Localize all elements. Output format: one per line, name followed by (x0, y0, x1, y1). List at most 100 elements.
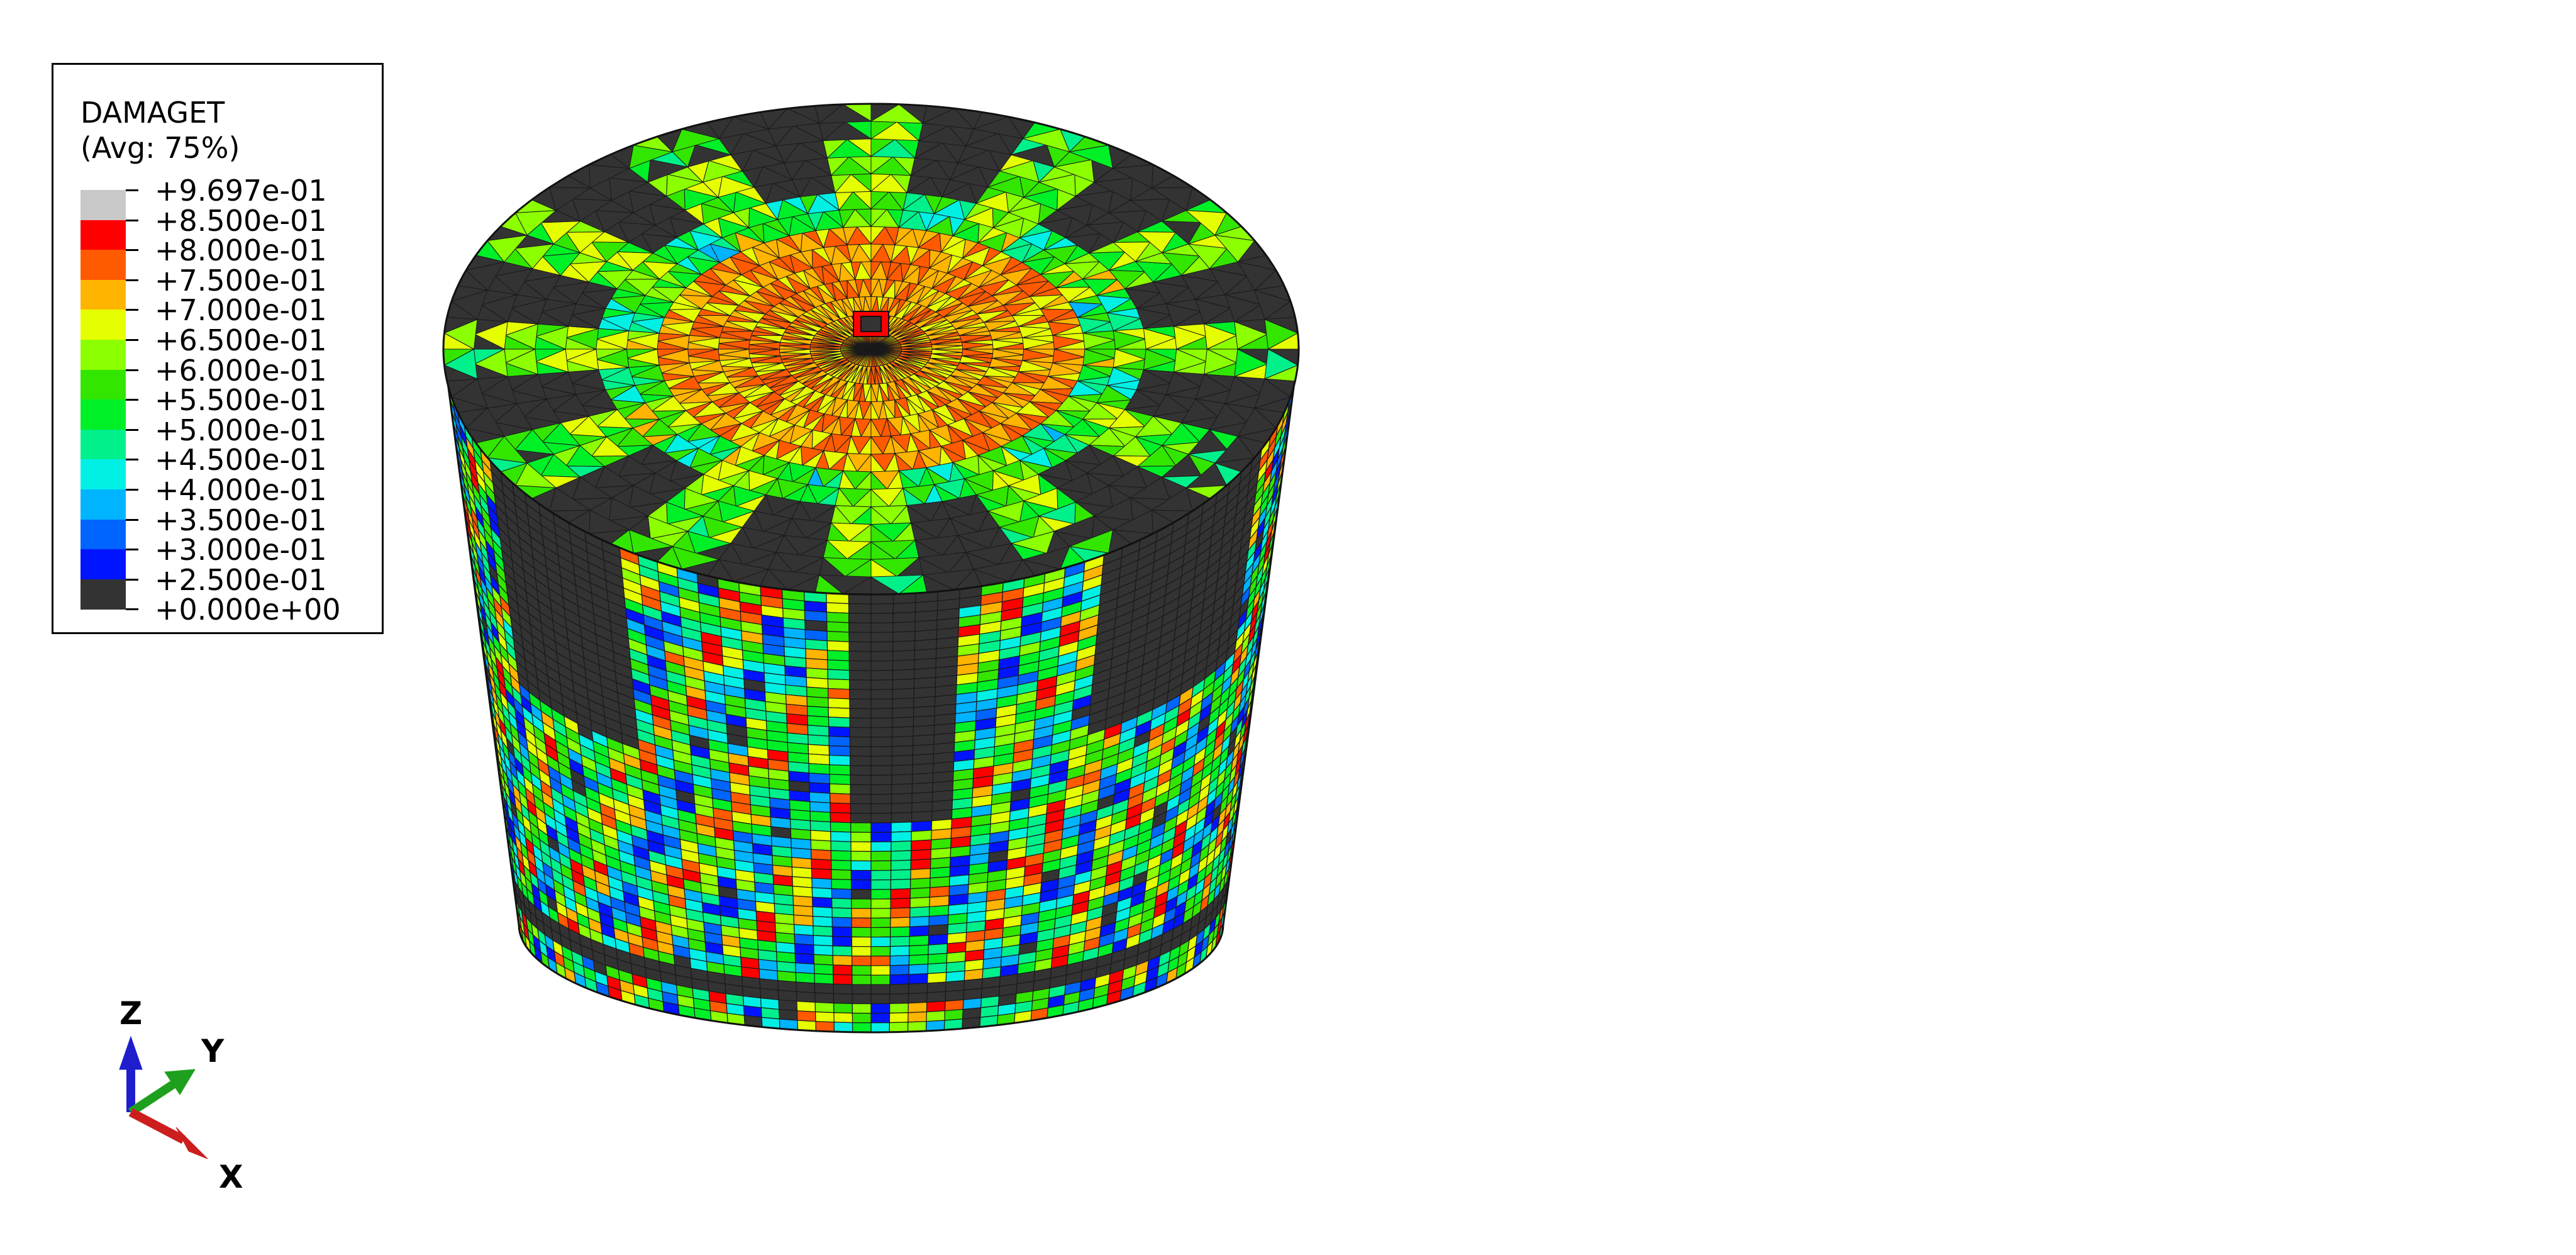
mesh-element (813, 954, 834, 966)
mesh-element (891, 850, 912, 861)
mesh-element (870, 593, 894, 605)
mesh-element (807, 715, 830, 727)
y-axis-arrow (128, 1079, 177, 1116)
mesh-element (850, 860, 872, 871)
mesh-element (810, 830, 831, 842)
mesh-element (826, 611, 850, 623)
mesh-element (850, 765, 872, 776)
mesh-element (909, 935, 930, 947)
legend-tick (126, 549, 138, 551)
mesh-element (889, 955, 910, 966)
mesh-element (826, 650, 850, 662)
mesh-element (870, 641, 894, 652)
mesh-element (892, 697, 914, 709)
mesh-element (833, 1002, 853, 1014)
mesh-element (812, 915, 833, 927)
mesh-element (794, 943, 814, 956)
mesh-element (852, 974, 872, 985)
mesh-element (812, 906, 833, 918)
mesh-element (912, 744, 935, 756)
mesh-element (889, 945, 910, 957)
legend-value-label: +6.500e-01 (155, 323, 327, 357)
mesh-element (852, 1003, 872, 1014)
mesh-element (806, 705, 830, 718)
x-axis-arrow (128, 1108, 186, 1144)
mesh-element (813, 963, 834, 975)
mesh-element (830, 812, 852, 823)
mesh-element (913, 725, 935, 737)
mesh-element (814, 992, 835, 1004)
mesh-element (848, 603, 872, 614)
mesh-element (830, 850, 852, 861)
mesh-element (928, 943, 948, 956)
mesh-element (828, 735, 851, 747)
mesh-element (870, 613, 894, 624)
mesh-element (890, 888, 911, 900)
cylinder-top-outline (442, 103, 1300, 596)
mesh-element (826, 630, 850, 642)
mesh-element (827, 659, 850, 671)
cylinder-model (442, 103, 1300, 1034)
mesh-element (831, 878, 852, 890)
mesh-element (913, 734, 935, 747)
x-axis-arrowhead (175, 1127, 208, 1159)
legend-value-label: +4.500e-01 (155, 443, 327, 477)
legend-swatch (80, 250, 126, 281)
mesh-element (832, 955, 853, 966)
mesh-element (852, 984, 872, 995)
mesh-element (870, 632, 894, 643)
mesh-element (909, 944, 929, 956)
mesh-element (830, 831, 852, 842)
mesh-element (889, 983, 909, 995)
mesh-element (910, 868, 931, 880)
mesh-element (890, 907, 911, 918)
mesh-element (870, 813, 892, 823)
legend-tick (126, 428, 138, 431)
mesh-element (809, 820, 831, 832)
mesh-element (870, 984, 891, 995)
mesh-element (850, 756, 872, 766)
mesh-element (809, 791, 831, 803)
mesh-element (850, 832, 872, 842)
mesh-element (892, 717, 914, 728)
mesh-element (889, 1022, 909, 1032)
mesh-element (890, 878, 911, 890)
coordinate-triad: Z Y X (119, 995, 243, 1195)
mesh-element (891, 821, 913, 833)
mesh-element (928, 905, 950, 917)
mesh-element (813, 944, 833, 956)
mesh-element (811, 849, 832, 861)
mesh-element (891, 840, 912, 852)
mesh-element (848, 641, 872, 652)
legend-value-label: +9.697e-01 (155, 174, 327, 208)
mesh-element (807, 725, 830, 737)
legend-value-label: +4.000e-01 (155, 473, 327, 507)
mesh-element (793, 924, 814, 936)
mesh-element (811, 878, 832, 890)
mesh-element (851, 956, 872, 966)
mesh-element (889, 935, 910, 947)
mesh-element (892, 659, 915, 671)
mesh-element (929, 886, 950, 898)
mesh-element (809, 810, 831, 823)
mesh-element (891, 774, 913, 785)
mesh-element (891, 793, 913, 805)
legend-swatch (80, 310, 126, 340)
mesh-element (848, 650, 872, 662)
mesh-element (852, 965, 872, 976)
mesh-element (827, 669, 850, 681)
cylinder-side-outline (442, 348, 1300, 1034)
mesh-element (890, 869, 911, 881)
mesh-element (831, 898, 852, 909)
mesh-element (814, 983, 834, 995)
mesh-element (849, 746, 872, 757)
mesh-element (928, 934, 948, 945)
mesh-element (891, 802, 913, 814)
mesh-element (793, 914, 814, 927)
legend-tick (126, 279, 138, 281)
mesh-element (851, 945, 872, 957)
mesh-element (870, 622, 894, 633)
mesh-element (828, 707, 850, 718)
mesh-element (812, 896, 833, 908)
